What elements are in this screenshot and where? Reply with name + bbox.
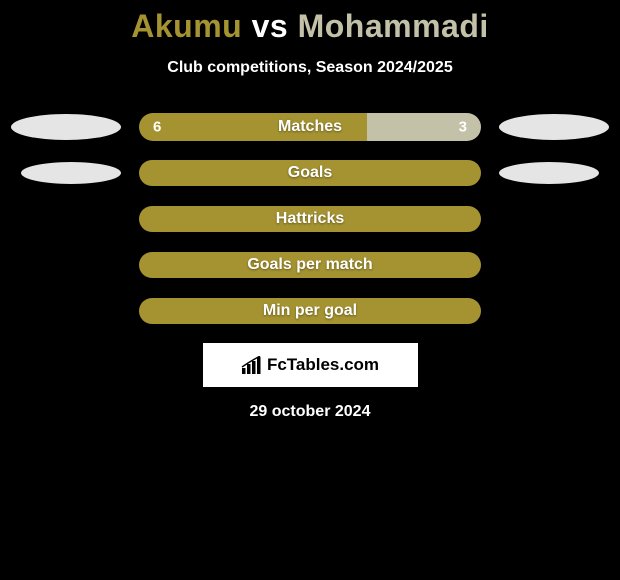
stat-row: Hattricks xyxy=(0,205,620,233)
stat-value-player1: 6 xyxy=(153,119,161,136)
stat-bar: Min per goal xyxy=(139,298,481,324)
stat-bar: Matches 6 3 xyxy=(139,113,481,141)
player1-ellipse xyxy=(11,114,121,140)
player2-ellipse xyxy=(499,114,609,140)
title-player2: Mohammadi xyxy=(298,8,489,44)
stat-row: Min per goal xyxy=(0,297,620,325)
stat-bar: Hattricks xyxy=(139,206,481,232)
stat-row: Goals per match xyxy=(0,251,620,279)
comparison-infographic: Akumu vs Mohammadi Club competitions, Se… xyxy=(0,0,620,421)
title-player1: Akumu xyxy=(131,8,242,44)
stat-label: Goals xyxy=(288,164,332,182)
stat-label: Matches xyxy=(278,118,342,136)
stat-bar: Goals per match xyxy=(139,252,481,278)
logo-text: FcTables.com xyxy=(267,355,379,375)
stat-row: Goals xyxy=(0,159,620,187)
title-vs: vs xyxy=(252,8,289,44)
stat-rows: Matches 6 3 Goals Hattricks Goals per match Mi… xyxy=(0,113,620,325)
logo: FcTables.com xyxy=(241,355,379,375)
logo-box: FcTables.com xyxy=(203,343,418,387)
player2-ellipse xyxy=(499,162,599,184)
stat-label: Hattricks xyxy=(276,210,344,228)
date: 29 october 2024 xyxy=(0,403,620,421)
stat-label: Goals per match xyxy=(247,256,372,274)
stat-row: Matches 6 3 xyxy=(0,113,620,141)
stat-label: Min per goal xyxy=(263,302,357,320)
title: Akumu vs Mohammadi xyxy=(0,8,620,45)
player1-ellipse xyxy=(21,162,121,184)
subtitle: Club competitions, Season 2024/2025 xyxy=(0,59,620,77)
chart-icon xyxy=(241,356,263,374)
stat-value-player2: 3 xyxy=(459,119,467,136)
stat-bar: Goals xyxy=(139,160,481,186)
